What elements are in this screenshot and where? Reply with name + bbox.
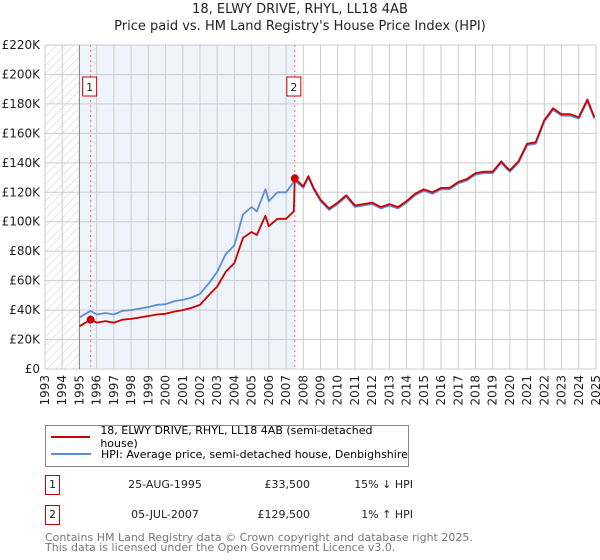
sale-point bbox=[86, 315, 95, 324]
x-tick-label: 2011 bbox=[348, 375, 362, 406]
y-tick-label: £100K bbox=[2, 215, 42, 229]
y-tick-label: £40K bbox=[9, 303, 41, 317]
licence-notice: This data is licensed under the Open Gov… bbox=[45, 541, 396, 554]
x-tick-label: 1997 bbox=[107, 375, 121, 406]
transaction-date: 25-AUG-1995 bbox=[128, 478, 202, 491]
x-tick-label: 2024 bbox=[572, 375, 586, 406]
x-tick-label: 2013 bbox=[382, 375, 396, 406]
hpi-line bbox=[78, 100, 596, 319]
transaction-row: 1 25-AUG-1995 £33,500 15% ↓ HPI bbox=[45, 475, 445, 495]
x-tick-label: 1994 bbox=[55, 375, 69, 406]
blue-line-swatch bbox=[51, 453, 91, 455]
price-chart: 1993 1994 1995 1996 1997 1998 1999 2000 2001 2002… bbox=[2, 38, 600, 406]
x-tick-label: 2019 bbox=[486, 375, 500, 406]
transaction-marker: 2 bbox=[45, 505, 60, 525]
x-tick-label: 2000 bbox=[159, 375, 173, 406]
x-tick-label: 1998 bbox=[124, 375, 138, 406]
x-tick-label: 2015 bbox=[417, 375, 431, 406]
x-tick-label: 1993 bbox=[38, 375, 52, 406]
x-tick-label: 2007 bbox=[279, 375, 293, 406]
x-tick-label: 2006 bbox=[262, 375, 276, 406]
x-tick-label: 2008 bbox=[296, 375, 310, 406]
x-tick-label: 2004 bbox=[227, 375, 241, 406]
sale-label-box bbox=[286, 76, 302, 97]
sale-point bbox=[290, 174, 299, 183]
legend-label: 18, ELWY DRIVE, RHYL, LL18 4AB (semi-det… bbox=[100, 424, 373, 450]
x-tick-label: 2005 bbox=[245, 375, 259, 406]
y-tick-label: £160K bbox=[2, 126, 42, 140]
x-tick-label: 2018 bbox=[468, 375, 482, 406]
sale-label: 1 bbox=[86, 81, 93, 94]
x-tick-label: 2010 bbox=[331, 375, 345, 406]
y-tick-label: £140K bbox=[2, 156, 42, 170]
y-tick-label: £220K bbox=[2, 38, 42, 52]
legend-label: HPI: Average price, semi-detached house,… bbox=[101, 447, 408, 461]
y-tick-label: £200K bbox=[2, 67, 42, 81]
property-price-line bbox=[78, 98, 596, 328]
ownership-shade bbox=[79, 45, 295, 369]
chart-title: 18, ELWY DRIVE, RHYL, LL18 4AB bbox=[192, 2, 408, 17]
red-line-swatch bbox=[51, 436, 91, 438]
transaction-price: £129,500 bbox=[257, 508, 311, 521]
y-tick-label: £0 bbox=[25, 362, 40, 376]
transaction-hpi: 15% ↓ HPI bbox=[354, 478, 413, 491]
x-tick-label: 2017 bbox=[451, 375, 465, 406]
x-tick-label: 2009 bbox=[314, 375, 328, 406]
x-tick-label: 1999 bbox=[141, 375, 155, 406]
y-tick-label: £120K bbox=[2, 185, 42, 199]
y-tick-label: £20K bbox=[9, 333, 41, 347]
x-tick-label: 1996 bbox=[90, 375, 104, 406]
y-tick-label: £180K bbox=[2, 97, 42, 111]
copyright-notice: Contains HM Land Registry data © Crown c… bbox=[45, 531, 473, 544]
x-tick-label: 2021 bbox=[520, 375, 534, 406]
transaction-row: 2 05-JUL-2007 £129,500 1% ↑ HPI bbox=[45, 505, 445, 525]
x-tick-label: 2002 bbox=[193, 375, 207, 406]
x-tick-label: 1995 bbox=[72, 375, 86, 406]
chart-legend: 18, ELWY DRIVE, RHYL, LL18 4AB (semi-det… bbox=[45, 424, 409, 467]
transaction-hpi: 1% ↑ HPI bbox=[361, 508, 413, 521]
legend-item-property: 18, ELWY DRIVE, RHYL, LL18 4AB (semi-det… bbox=[46, 424, 408, 450]
transaction-date: 05-JUL-2007 bbox=[131, 508, 199, 521]
transaction-price: £33,500 bbox=[264, 478, 311, 491]
x-tick-label: 2025 bbox=[589, 375, 600, 406]
x-tick-label: 2001 bbox=[176, 375, 190, 406]
sale-label-box bbox=[82, 76, 98, 97]
sale-label: 2 bbox=[290, 81, 297, 94]
x-tick-label: 2012 bbox=[365, 375, 379, 406]
chart-subtitle: Price paid vs. HM Land Registry's House … bbox=[114, 19, 486, 34]
x-tick-label: 2014 bbox=[400, 375, 414, 406]
x-tick-label: 2016 bbox=[434, 375, 448, 406]
x-tick-label: 2022 bbox=[537, 375, 551, 406]
x-tick-label: 2003 bbox=[210, 375, 224, 406]
x-tick-label: 2020 bbox=[503, 375, 517, 406]
legend-item-hpi: HPI: Average price, semi-detached house,… bbox=[46, 446, 408, 462]
y-tick-label: £80K bbox=[9, 244, 41, 258]
x-tick-label: 2023 bbox=[555, 375, 569, 406]
y-tick-label: £60K bbox=[9, 274, 41, 288]
transaction-marker: 1 bbox=[45, 475, 60, 495]
